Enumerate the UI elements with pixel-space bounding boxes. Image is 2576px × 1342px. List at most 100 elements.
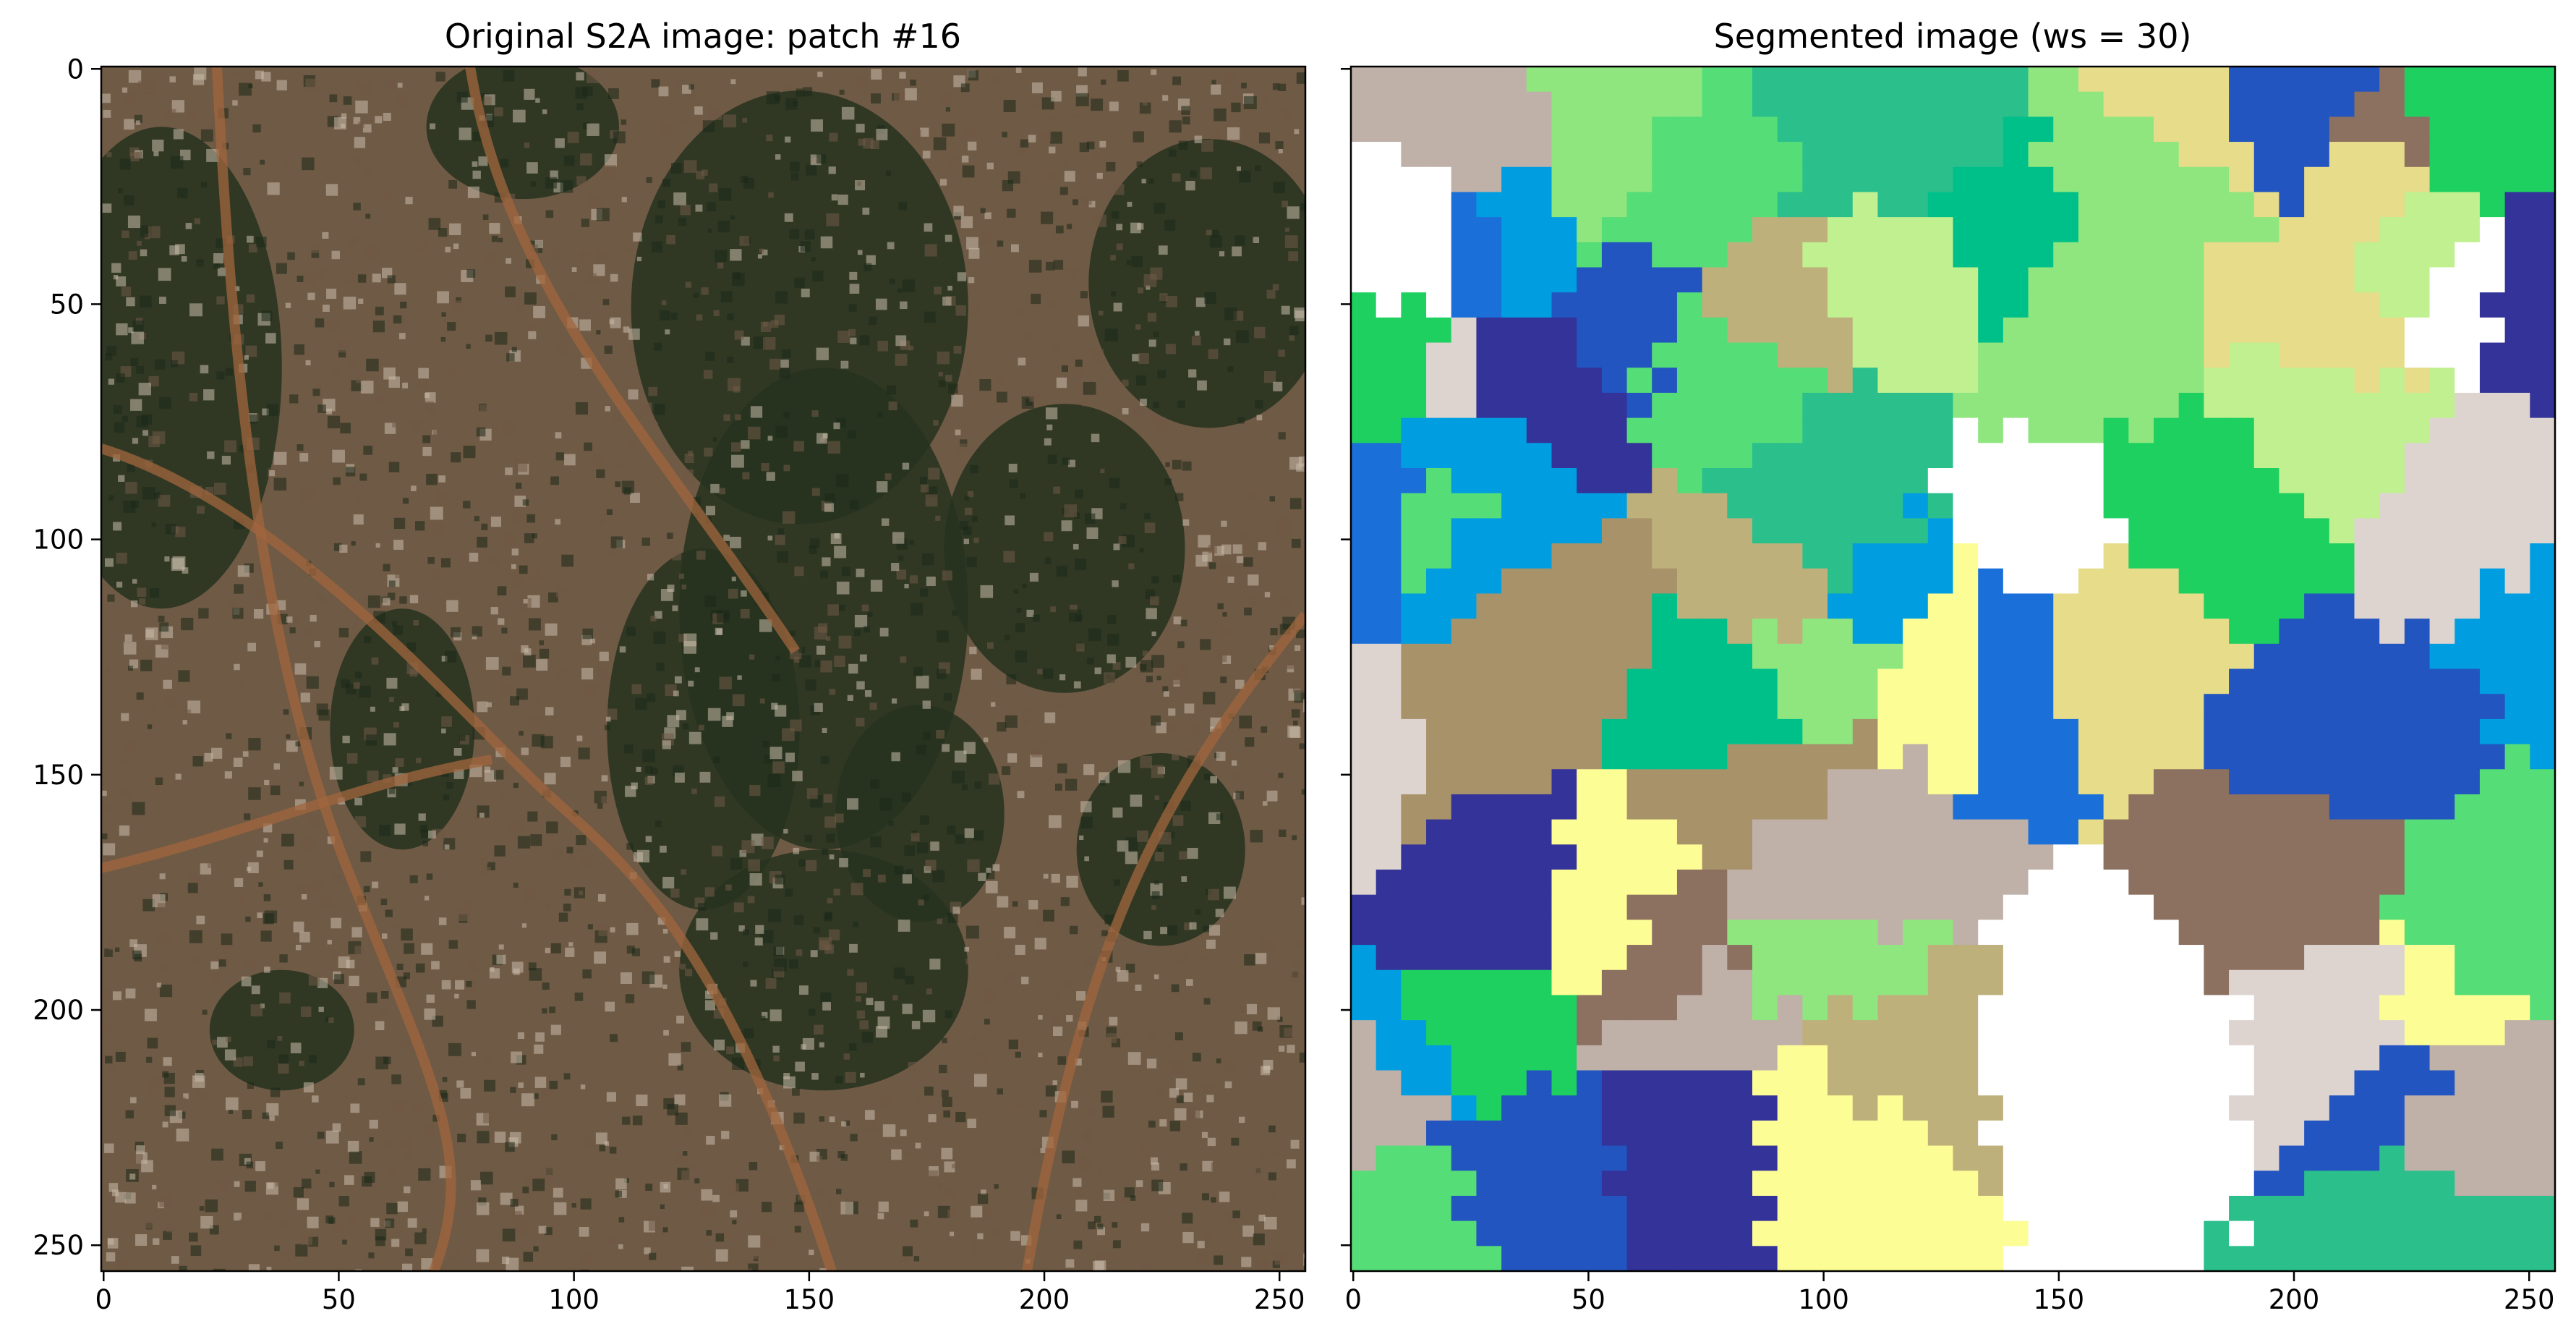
texture-speck	[618, 1189, 627, 1198]
texture-speck	[441, 312, 446, 317]
texture-speck	[221, 1195, 227, 1202]
texture-speck	[1257, 1026, 1263, 1032]
texture-speck	[1157, 370, 1166, 378]
segment-cell	[2530, 91, 2555, 117]
segment-cell	[1426, 518, 1452, 544]
segment-cell	[1526, 242, 1553, 268]
segment-cell	[1451, 1220, 1477, 1247]
texture-speck	[173, 129, 184, 140]
texture-speck	[1267, 1007, 1280, 1020]
segment-cell	[1978, 920, 2004, 946]
texture-speck	[838, 604, 845, 611]
texture-speck	[514, 459, 528, 472]
segment-cell	[1652, 870, 1678, 896]
segment-cell	[1727, 718, 1753, 745]
texture-speck	[139, 598, 145, 605]
texture-speck	[833, 422, 840, 430]
segment-cell	[2229, 443, 2255, 469]
segment-cell	[1526, 1246, 1553, 1271]
texture-speck	[1151, 576, 1159, 584]
segment-cell	[2003, 769, 2029, 795]
segment-cell	[1451, 392, 1477, 419]
segment-cell	[1351, 769, 1377, 795]
segment-cell	[1727, 643, 1753, 670]
texture-speck	[825, 636, 831, 641]
texture-speck	[644, 1247, 651, 1254]
texture-speck	[303, 1082, 314, 1093]
segment-cell	[2504, 995, 2530, 1021]
texture-speck	[565, 947, 575, 957]
segment-cell	[1877, 267, 1903, 293]
segment-cell	[1752, 192, 1778, 218]
segment-cell	[2429, 142, 2455, 168]
segment-cell	[1953, 267, 1979, 293]
texture-speck	[1046, 424, 1053, 430]
texture-speck	[856, 569, 865, 577]
texture-speck	[919, 477, 927, 485]
texture-speck	[986, 162, 994, 170]
texture-speck	[276, 1260, 282, 1267]
segment-cell	[2128, 317, 2154, 344]
texture-speck	[1091, 433, 1100, 443]
segment-cell	[1927, 493, 1954, 519]
texture-speck	[955, 429, 961, 436]
texture-speck	[739, 1137, 744, 1142]
texture-speck	[783, 412, 790, 419]
texture-speck	[326, 408, 333, 415]
texture-speck	[338, 627, 349, 638]
segment-cell	[2354, 116, 2380, 143]
segment-cell	[2304, 443, 2330, 469]
segment-cell	[1376, 1020, 1402, 1046]
segment-cell	[1476, 443, 1502, 469]
segment-cell	[1526, 292, 1553, 318]
segment-cell	[1727, 1120, 1753, 1147]
texture-speck	[1268, 1172, 1276, 1181]
texture-speck	[317, 404, 326, 413]
texture-speck	[329, 1181, 335, 1188]
segment-cell	[1501, 342, 1527, 368]
texture-speck	[1216, 1058, 1221, 1063]
texture-speck	[891, 1149, 902, 1160]
texture-speck	[294, 616, 303, 624]
segment-cell	[1401, 292, 1427, 318]
texture-speck	[773, 1055, 780, 1062]
segment-cell	[1903, 1145, 1929, 1171]
texture-speck	[394, 823, 406, 835]
segment-cell	[2128, 1020, 2154, 1046]
texture-speck	[1086, 527, 1099, 540]
segment-cell	[2178, 894, 2204, 920]
segment-cell	[2229, 769, 2255, 795]
segment-cell	[1577, 1145, 1603, 1171]
segment-cell	[2028, 718, 2054, 745]
segment-cell	[2229, 292, 2255, 318]
segment-cell	[2304, 292, 2330, 318]
segment-cell	[1652, 443, 1678, 469]
segment-cell	[1601, 417, 1628, 443]
texture-speck	[749, 872, 762, 886]
texture-speck	[1271, 1191, 1278, 1198]
segment-cell	[2253, 744, 2280, 770]
texture-speck	[325, 1016, 330, 1022]
texture-speck	[762, 740, 769, 747]
texture-speck	[1176, 953, 1187, 964]
texture-speck	[1164, 219, 1176, 231]
segment-cell	[2404, 668, 2431, 695]
texture-speck	[1210, 726, 1216, 732]
texture-speck	[104, 948, 113, 957]
segment-cell	[2379, 844, 2405, 870]
segment-cell	[2103, 1120, 2129, 1147]
texture-speck	[436, 490, 448, 501]
segment-cell	[2103, 920, 2129, 946]
segment-cell	[1727, 417, 1753, 443]
segment-cell	[2354, 443, 2380, 469]
segment-cell	[2504, 668, 2530, 695]
texture-speck	[937, 630, 949, 643]
texture-speck	[1125, 852, 1138, 865]
texture-speck	[1195, 331, 1200, 336]
segment-cell	[1577, 819, 1603, 845]
segment-cell	[2178, 217, 2204, 243]
segment-cell	[1927, 368, 1954, 394]
segment-cell	[1526, 217, 1553, 243]
segment-cell	[1426, 1220, 1452, 1247]
segment-cell	[1501, 166, 1527, 193]
